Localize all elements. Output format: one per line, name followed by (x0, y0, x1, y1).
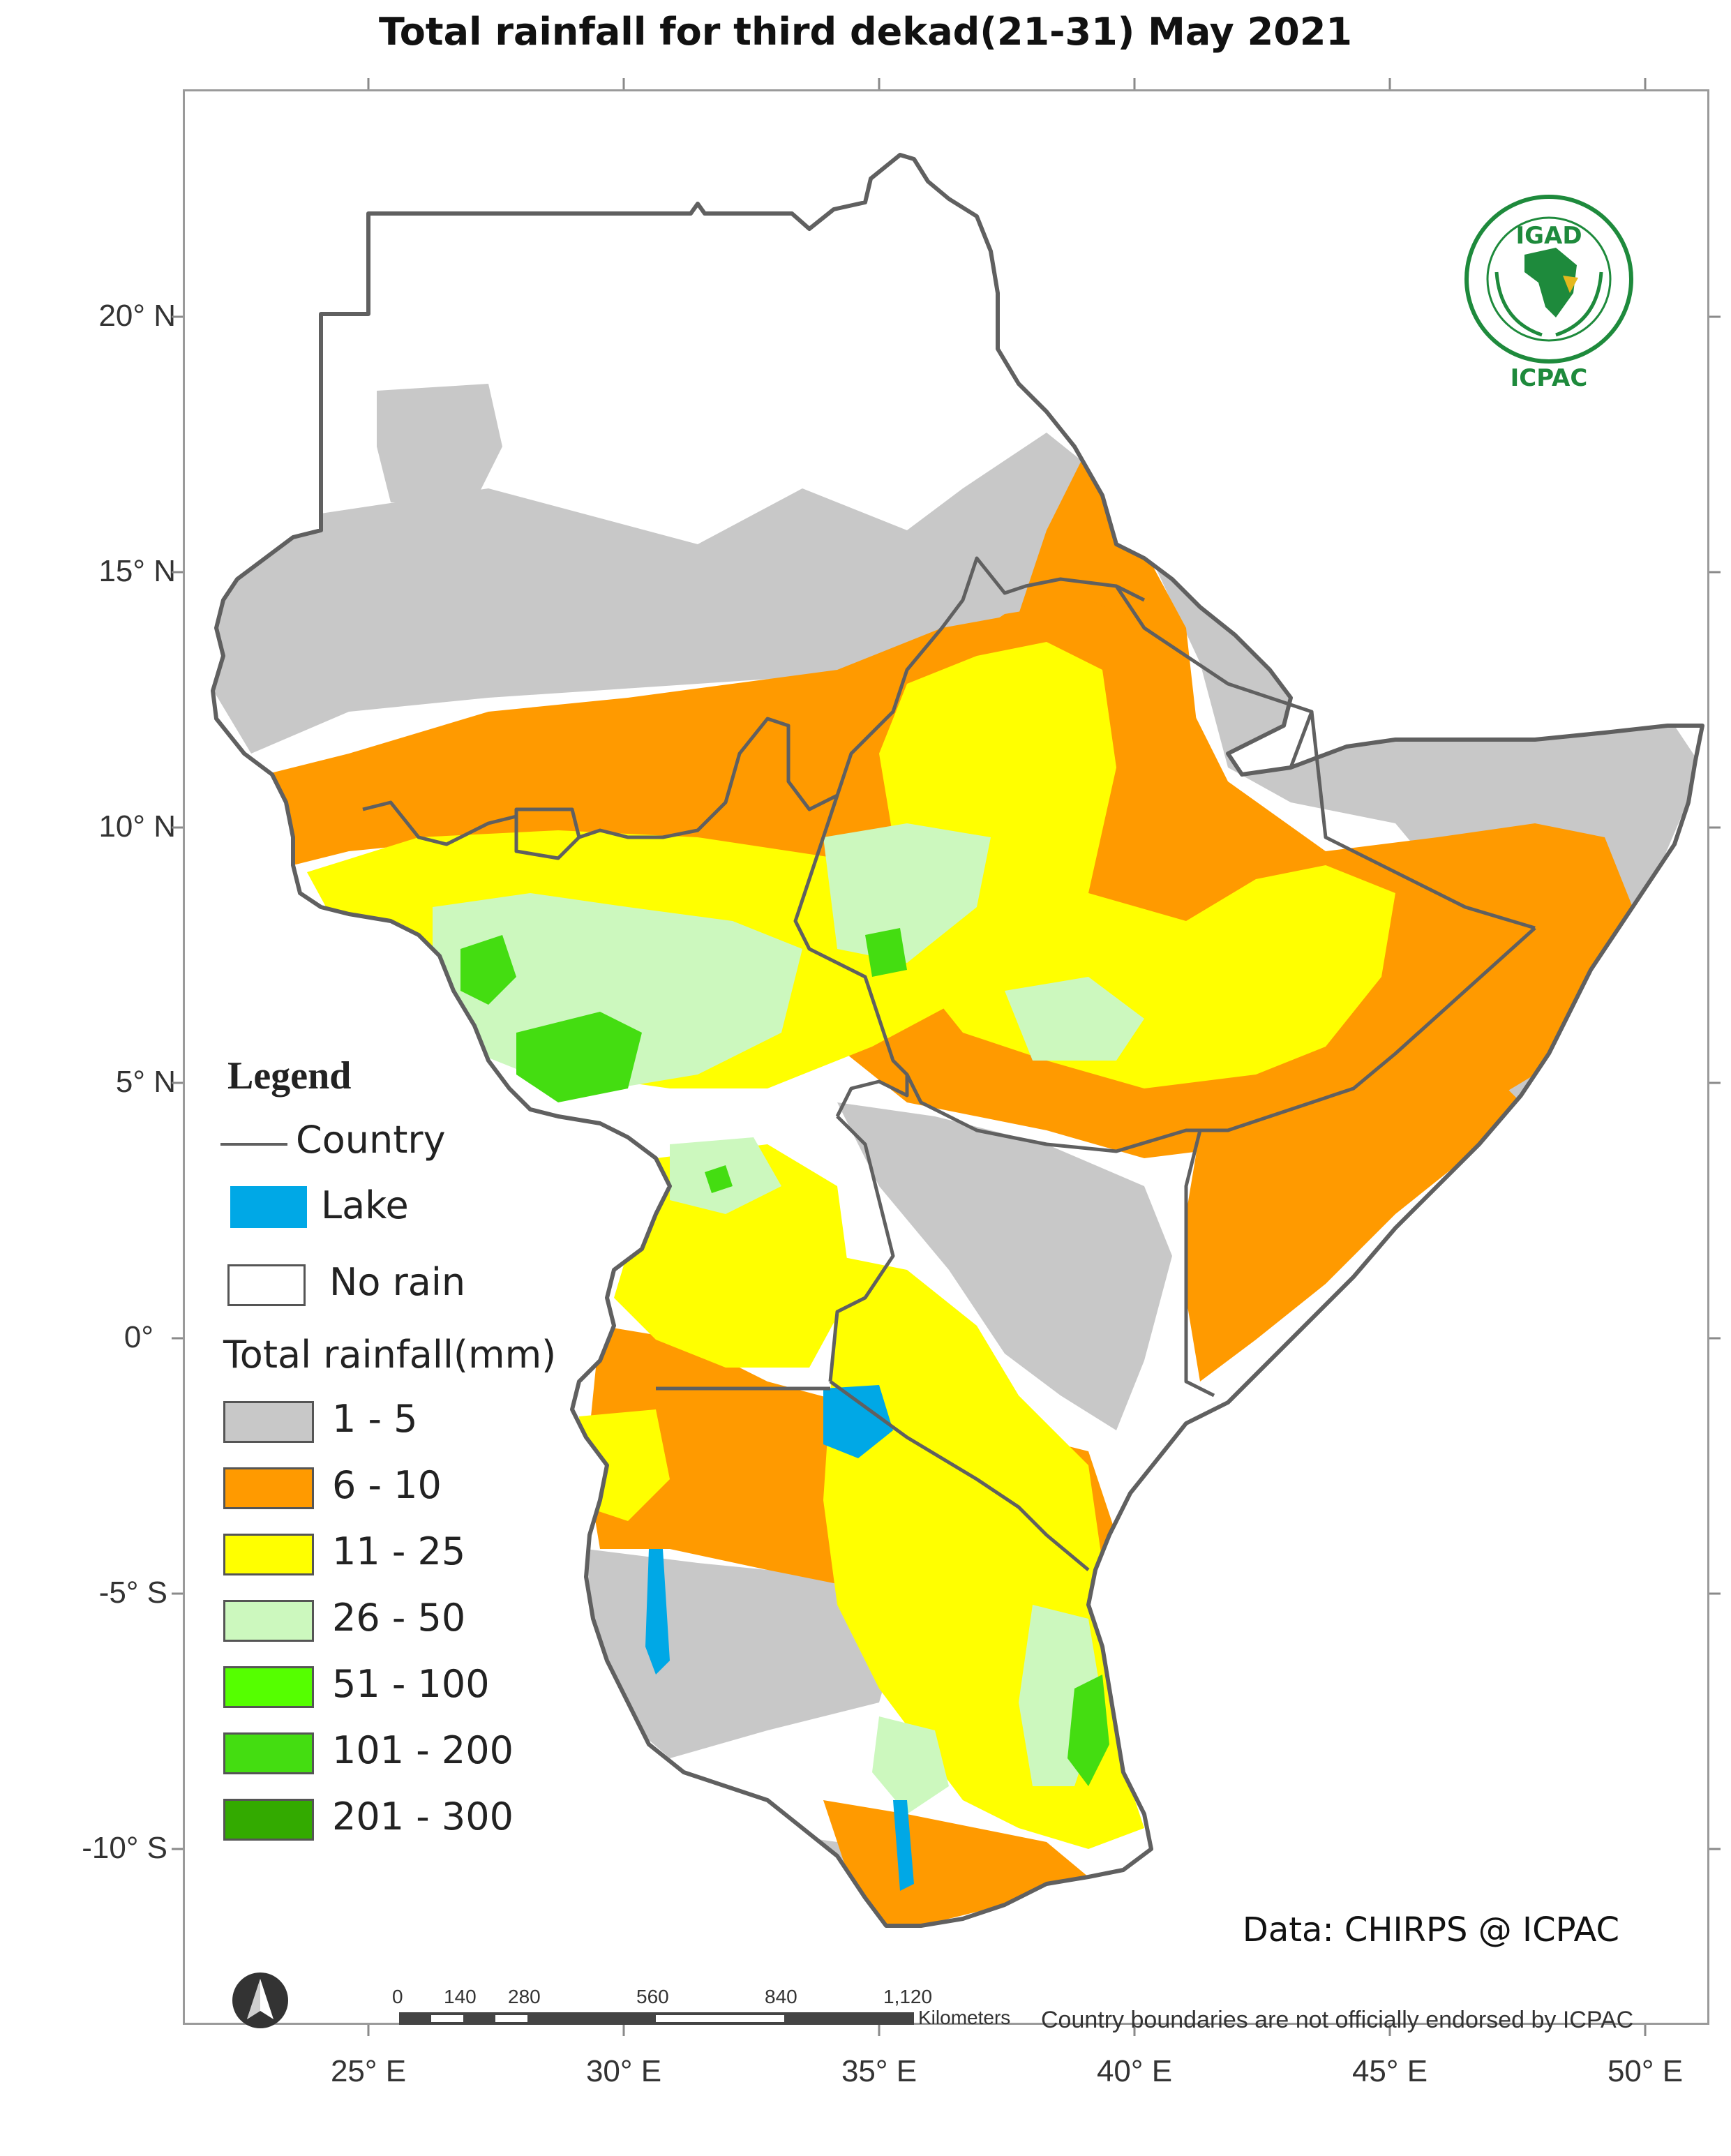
igad-logo-icon: IGAD ICPAC (1458, 188, 1640, 398)
legend-swatch-4 (223, 1666, 314, 1708)
lat-label-5s: -5° S (98, 1575, 167, 1610)
legend-class-label: 26 - 50 (332, 1596, 466, 1640)
scale-tick-840: 840 (765, 1986, 797, 2007)
scale-tick-0: 0 (392, 1986, 403, 2007)
logo-top-text: IGAD (1515, 222, 1582, 250)
lat-label-20n: 20° N (98, 299, 176, 333)
legend-lake-swatch (230, 1186, 307, 1228)
legend-title: Legend (227, 1054, 352, 1098)
legend-country-label: Country (296, 1118, 446, 1162)
legend-class-label: 11 - 25 (332, 1529, 466, 1573)
legend-rainfall-title: Total rainfall(mm) (223, 1333, 557, 1377)
legend-class-label: 101 - 200 (332, 1728, 514, 1772)
lat-label-10n: 10° N (98, 809, 176, 844)
lat-label-10s: -10° S (82, 1831, 167, 1865)
lon-label-45e: 45° E (1351, 2054, 1428, 2088)
scale-tick-1120: 1,120 (883, 1986, 933, 2007)
lon-label-25e: 25° E (330, 2054, 407, 2088)
scale-tick-140: 140 (444, 1986, 477, 2007)
region-outline (211, 153, 1704, 1928)
lat-label-5n: 5° N (115, 1065, 176, 1099)
legend-lake-label: Lake (321, 1183, 409, 1227)
legend-no-rain-label: No rain (329, 1260, 466, 1304)
legend-class-label: 1 - 5 (332, 1397, 418, 1441)
legend-swatch-0 (223, 1401, 314, 1443)
scale-tick-560: 560 (636, 1986, 669, 2007)
scale-tick-280: 280 (508, 1986, 541, 2007)
north-arrow-icon (232, 1972, 289, 2029)
scale-unit: Kilometers (918, 2007, 1011, 2028)
logo-bottom-text: ICPAC (1510, 364, 1588, 392)
lat-label-0: 0° (123, 1320, 153, 1354)
country-line-icon (220, 1143, 287, 1146)
country-boundaries (362, 556, 1536, 1571)
legend-swatch-2 (223, 1534, 314, 1575)
lakes-layer (645, 1385, 914, 1891)
lon-label-30e: 30° E (585, 2054, 662, 2088)
map-frame (183, 89, 1709, 2025)
boundary-disclaimer: Country boundaries are not officially en… (1041, 2007, 1634, 2033)
lon-label-40e: 40° E (1096, 2054, 1173, 2088)
lon-label-35e: 35° E (841, 2054, 917, 2088)
map-title: Total rainfall for third dekad(21-31) Ma… (379, 10, 1352, 54)
legend-class-label: 6 - 10 (332, 1463, 442, 1507)
legend-swatch-6 (223, 1799, 314, 1841)
lon-label-50e: 50° E (1607, 2054, 1684, 2088)
legend-class-label: 51 - 100 (332, 1662, 490, 1706)
legend-no-rain-swatch (227, 1264, 306, 1306)
lat-label-15n: 15° N (98, 554, 176, 588)
data-source: Data: CHIRPS @ ICPAC (1242, 1910, 1619, 1949)
legend-swatch-1 (223, 1467, 314, 1509)
legend-class-label: 201 - 300 (332, 1795, 514, 1839)
legend-swatch-5 (223, 1732, 314, 1774)
legend-swatch-3 (223, 1600, 314, 1642)
